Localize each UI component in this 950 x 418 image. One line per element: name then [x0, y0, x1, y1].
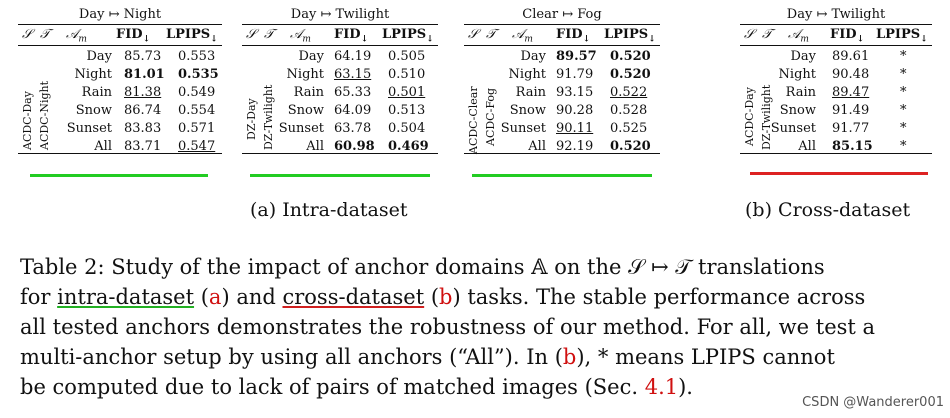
- table-row: Night 81.01 0.535: [74, 67, 219, 82]
- table-title: Day ↦ Twilight: [242, 6, 438, 25]
- table-row: Snow 64.09 0.513: [287, 103, 426, 118]
- source-header: 𝒮: [744, 27, 755, 42]
- table-row: Night 90.48 *: [778, 67, 907, 82]
- table-row: Night 63.15 0.510: [286, 67, 426, 82]
- table-header: 𝒮 𝒯 𝒜m FID↓ LPIPS↓: [242, 25, 438, 46]
- table-row: Rain 65.33 0.501: [293, 85, 426, 100]
- anchor-header: 𝒜m: [512, 27, 533, 45]
- table-row: Snow 90.28 0.528: [509, 103, 648, 118]
- red-bar: [750, 172, 928, 175]
- table-day-twilight: Day ↦ Twilight 𝒮 𝒯 𝒜m FID↓ LPIPS↓ DZ-Day…: [242, 6, 438, 154]
- table-body: ACDC-Day DZ-Twilight Day 89.61 * Night 90.4…: [740, 46, 932, 154]
- table-row: Snow 91.49 *: [779, 103, 907, 118]
- caption-line: for intra-dataset (a) and cross-dataset …: [20, 285, 866, 309]
- source-header: 𝒮: [22, 27, 33, 42]
- table-title: Day ↦ Night: [18, 6, 222, 25]
- fid-header: FID↓: [334, 27, 369, 45]
- table-title: Day ↦ Twilight: [740, 6, 932, 25]
- table-row: Day 89.61 *: [790, 49, 907, 64]
- table-header: 𝒮 𝒯 𝒜m FID↓ LPIPS↓: [464, 25, 660, 46]
- caption-line: all tested anchors demonstrates the robu…: [20, 315, 876, 339]
- intra-dataset-link: intra-dataset: [57, 285, 195, 309]
- table-cross-dataset: Day ↦ Twilight 𝒮 𝒯 𝒜m FID↓ LPIPS↓ ACDC-D…: [740, 6, 932, 154]
- watermark: CSDN @Wanderer001: [802, 395, 944, 410]
- fid-header: FID↓: [556, 27, 591, 45]
- target-header: 𝒯: [486, 27, 496, 42]
- table-row: Rain 89.47 *: [785, 85, 907, 100]
- table-row: All 85.15 *: [798, 139, 907, 154]
- section-ref-link[interactable]: 4.1: [644, 375, 679, 399]
- table-row: Snow 86.74 0.554: [75, 103, 216, 118]
- ref-a-link[interactable]: a: [208, 285, 222, 309]
- target-header: 𝒯: [762, 27, 772, 42]
- table-row: Day 85.73 0.553: [86, 49, 216, 64]
- table-row: All 92.19 0.520: [528, 139, 651, 154]
- green-bar: [30, 174, 208, 177]
- table-row: Sunset 83.83 0.571: [66, 121, 216, 136]
- caption-line: multi-anchor setup by using all anchors …: [20, 345, 835, 369]
- fid-header: FID↓: [116, 27, 151, 45]
- table-body: ACDC-Day ACDC-Night Day 85.73 0.553 Night 8…: [18, 46, 222, 154]
- target-header: 𝒯: [40, 27, 50, 42]
- cross-dataset-link: cross-dataset: [282, 285, 425, 309]
- caption-line: be computed due to lack of pairs of matc…: [20, 375, 693, 399]
- source-header: 𝒮: [468, 27, 479, 42]
- subcaption-b: (b) Cross-dataset: [745, 199, 911, 221]
- table-row: Sunset 63.78 0.504: [278, 121, 426, 136]
- table-row: All 60.98 0.469: [306, 139, 429, 154]
- table-title: Clear ↦ Fog: [464, 6, 660, 25]
- lpips-header: LPIPS↓: [604, 27, 656, 45]
- table-row: Day 89.57 0.520: [520, 49, 651, 64]
- subcaption-a: (a) Intra-dataset: [250, 199, 408, 221]
- ref-b-link[interactable]: b: [439, 285, 453, 309]
- table-row: Sunset 90.11 0.525: [500, 121, 648, 136]
- table-row: Rain 93.15 0.522: [515, 85, 648, 100]
- table-row: Sunset 91.77 *: [770, 121, 907, 136]
- table-header: 𝒮 𝒯 𝒜m FID↓ LPIPS↓: [18, 25, 222, 46]
- table-day-night: Day ↦ Night 𝒮 𝒯 𝒜m FID↓ LPIPS↓ ACDC-Day …: [18, 6, 222, 154]
- table-clear-fog: Clear ↦ Fog 𝒮 𝒯 𝒜m FID↓ LPIPS↓ ACDC-Clea…: [464, 6, 660, 154]
- table-body: ACDC-Clear ACDC-Fog Day 89.57 0.520 Night 9…: [464, 46, 660, 154]
- lpips-header: LPIPS↓: [382, 27, 434, 45]
- fid-header: FID↓: [830, 27, 865, 45]
- green-bar: [472, 174, 652, 177]
- lpips-header: LPIPS↓: [876, 27, 928, 45]
- ref-b-link[interactable]: b: [562, 345, 577, 369]
- table-row: Night 91.79 0.520: [508, 67, 651, 82]
- source-header: 𝒮: [246, 27, 257, 42]
- table-caption: Table 2: Study of the impact of anchor d…: [20, 252, 940, 402]
- table-header: 𝒮 𝒯 𝒜m FID↓ LPIPS↓: [740, 25, 932, 46]
- green-bar: [250, 174, 430, 177]
- table-row: Day 64.19 0.505: [298, 49, 426, 64]
- table-row: Rain 81.38 0.549: [81, 85, 216, 100]
- anchor-header: 𝒜m: [788, 27, 809, 45]
- target-header: 𝒯: [264, 27, 274, 42]
- table-body: DZ-Day DZ-Twilight Day 64.19 0.505 Night 63…: [242, 46, 438, 154]
- anchor-header: 𝒜m: [290, 27, 311, 45]
- table-row: All 83.71 0.547: [94, 139, 216, 154]
- caption-line: Table 2: Study of the impact of anchor d…: [20, 255, 825, 279]
- lpips-header: LPIPS↓: [166, 27, 218, 45]
- anchor-header: 𝒜m: [66, 27, 87, 45]
